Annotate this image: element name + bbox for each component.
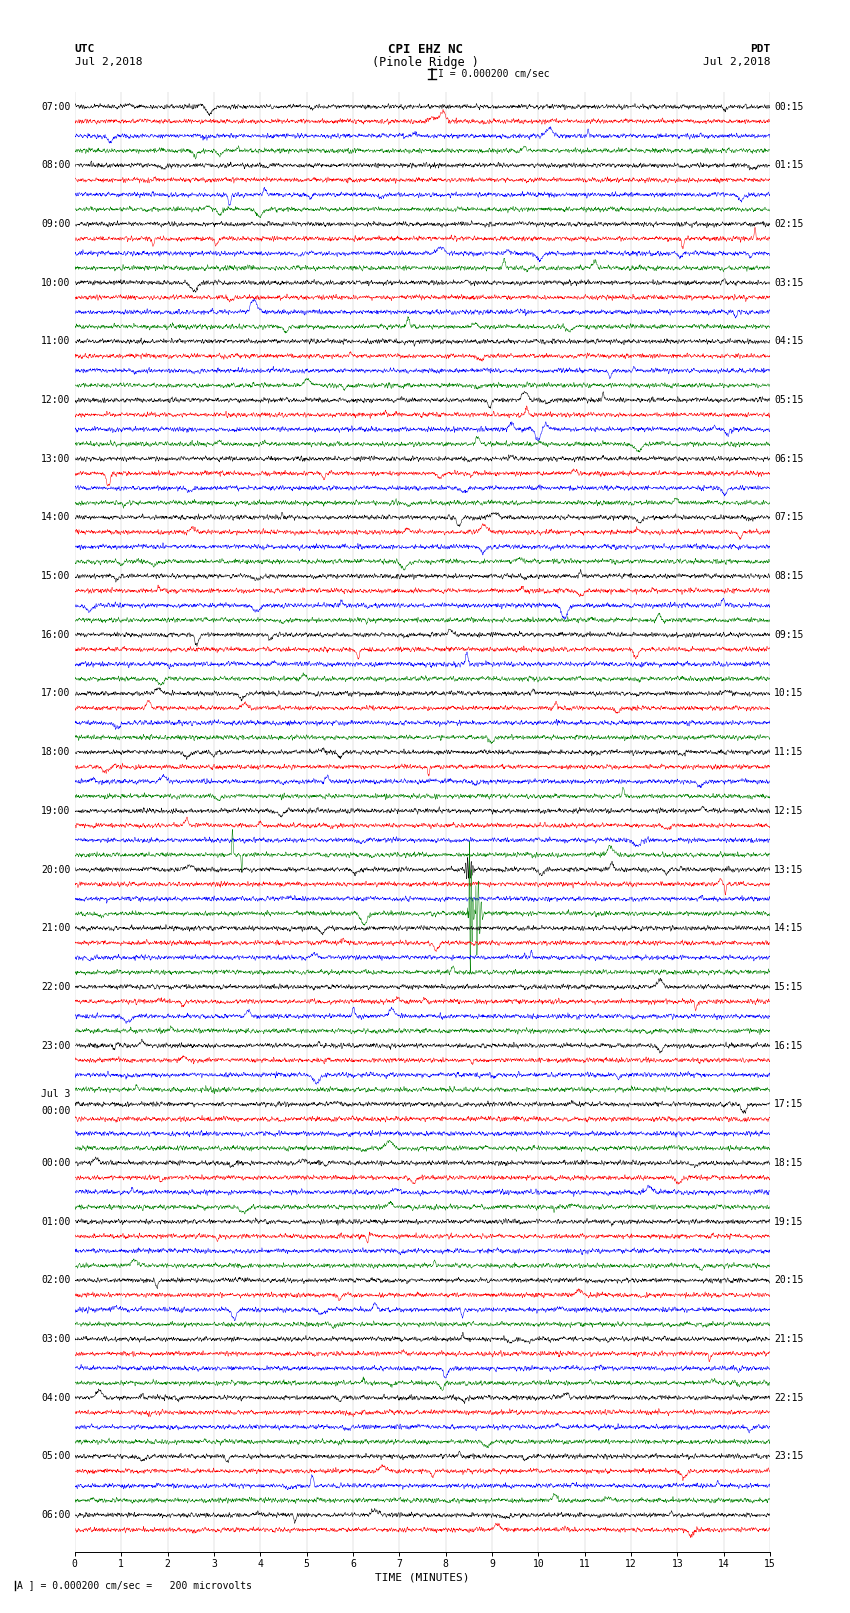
Text: CPI EHZ NC: CPI EHZ NC (388, 42, 462, 56)
Text: Jul 2,2018: Jul 2,2018 (703, 56, 770, 68)
Text: 05:00: 05:00 (41, 1452, 71, 1461)
Text: 15:15: 15:15 (774, 982, 804, 992)
Text: 22:00: 22:00 (41, 982, 71, 992)
Text: 18:00: 18:00 (41, 747, 71, 756)
Text: (Pinole Ridge ): (Pinole Ridge ) (371, 55, 479, 69)
Text: A ] = 0.000200 cm/sec =   200 microvolts: A ] = 0.000200 cm/sec = 200 microvolts (17, 1581, 252, 1590)
Text: 18:15: 18:15 (774, 1158, 804, 1168)
Text: 15:00: 15:00 (41, 571, 71, 581)
Text: 00:00: 00:00 (41, 1107, 71, 1116)
X-axis label: TIME (MINUTES): TIME (MINUTES) (375, 1573, 470, 1582)
Text: Jul 3: Jul 3 (41, 1089, 71, 1100)
Text: 06:15: 06:15 (774, 453, 804, 463)
Text: 23:00: 23:00 (41, 1040, 71, 1050)
Text: 04:00: 04:00 (41, 1392, 71, 1403)
Text: 08:00: 08:00 (41, 160, 71, 171)
Text: 02:00: 02:00 (41, 1276, 71, 1286)
Text: UTC: UTC (75, 44, 95, 55)
Text: Jul 2,2018: Jul 2,2018 (75, 56, 142, 68)
Text: 16:00: 16:00 (41, 629, 71, 640)
Text: 21:15: 21:15 (774, 1334, 804, 1344)
Text: PDT: PDT (750, 44, 770, 55)
Text: 03:00: 03:00 (41, 1334, 71, 1344)
Text: 04:15: 04:15 (774, 337, 804, 347)
Text: 09:15: 09:15 (774, 629, 804, 640)
Text: 13:00: 13:00 (41, 453, 71, 463)
Text: 08:15: 08:15 (774, 571, 804, 581)
Text: 01:15: 01:15 (774, 160, 804, 171)
Text: 23:15: 23:15 (774, 1452, 804, 1461)
Text: 02:15: 02:15 (774, 219, 804, 229)
Text: 09:00: 09:00 (41, 219, 71, 229)
Text: 13:15: 13:15 (774, 865, 804, 874)
Text: 01:00: 01:00 (41, 1216, 71, 1226)
Text: I = 0.000200 cm/sec: I = 0.000200 cm/sec (438, 69, 549, 79)
Text: 07:15: 07:15 (774, 513, 804, 523)
Text: 17:00: 17:00 (41, 689, 71, 698)
Text: 12:00: 12:00 (41, 395, 71, 405)
Text: 20:00: 20:00 (41, 865, 71, 874)
Text: 11:00: 11:00 (41, 337, 71, 347)
Text: 05:15: 05:15 (774, 395, 804, 405)
Text: 19:00: 19:00 (41, 806, 71, 816)
Text: 16:15: 16:15 (774, 1040, 804, 1050)
Text: 12:15: 12:15 (774, 806, 804, 816)
Text: 21:00: 21:00 (41, 923, 71, 934)
Text: 11:15: 11:15 (774, 747, 804, 756)
Text: 10:15: 10:15 (774, 689, 804, 698)
Text: 20:15: 20:15 (774, 1276, 804, 1286)
Text: 00:15: 00:15 (774, 102, 804, 111)
Text: 22:15: 22:15 (774, 1392, 804, 1403)
Text: 07:00: 07:00 (41, 102, 71, 111)
Text: 14:15: 14:15 (774, 923, 804, 934)
Text: 14:00: 14:00 (41, 513, 71, 523)
Text: 03:15: 03:15 (774, 277, 804, 287)
Text: 06:00: 06:00 (41, 1510, 71, 1519)
Text: 10:00: 10:00 (41, 277, 71, 287)
Text: 19:15: 19:15 (774, 1216, 804, 1226)
Text: 00:00: 00:00 (41, 1158, 71, 1168)
Text: 17:15: 17:15 (774, 1098, 804, 1110)
